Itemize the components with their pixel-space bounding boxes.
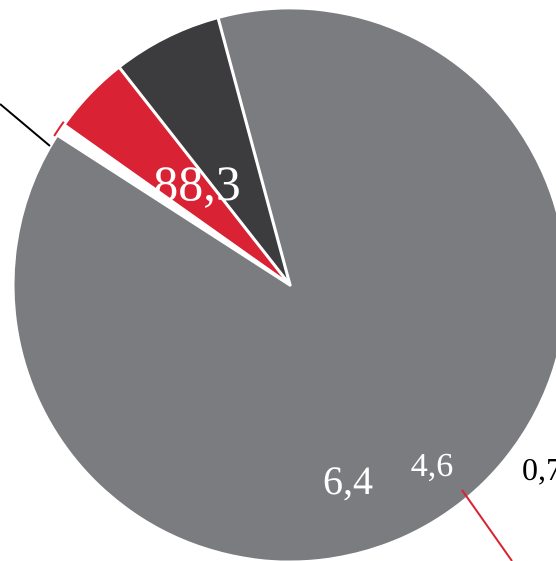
slice-value-label: 4,6: [411, 447, 454, 484]
pie-slice: [55, 123, 292, 287]
pie-slices: [11, 6, 556, 561]
leader-lines: [0, 103, 513, 561]
pie-slice: [117, 16, 292, 287]
small-slice-outline: [53, 121, 65, 137]
slice-value-label: 88,3: [153, 155, 241, 211]
slice-value-label: 0,7: [522, 451, 556, 487]
slice-labels: 88,3 6,4 4,6 0,7: [153, 155, 556, 503]
leader-line: [461, 489, 513, 561]
pie-slice: [11, 6, 556, 561]
slice-value-label: 6,4: [323, 458, 373, 503]
leader-line: [0, 103, 51, 147]
